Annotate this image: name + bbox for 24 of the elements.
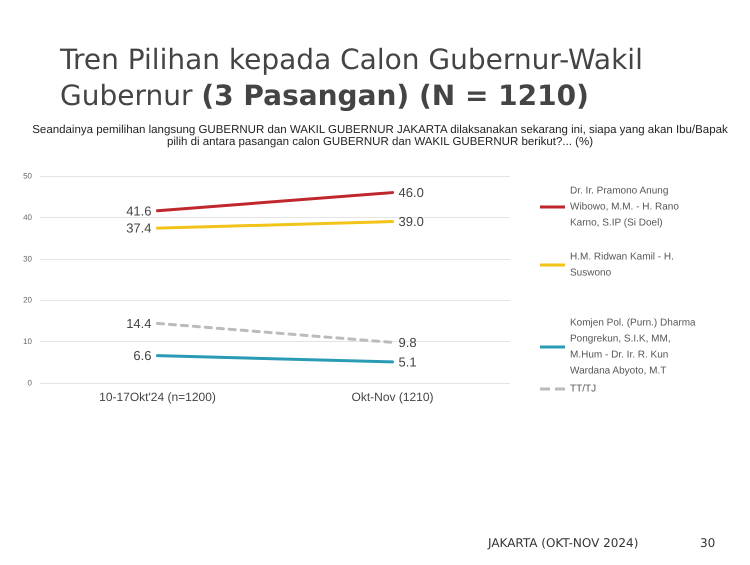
y-tick-label: 40 [23, 212, 33, 222]
data-label: 37.4 [126, 220, 152, 236]
data-label: 6.6 [133, 348, 152, 364]
data-label: 9.8 [398, 334, 417, 350]
text: 30 [700, 536, 716, 550]
data-label: 41.6 [126, 203, 152, 218]
chart-title: Tren Pilihan kepada Calon Gubernur-Wakil Gubernur (3 Pasangan) (N = 1210) [60, 42, 644, 114]
y-tick-label: 20 [23, 296, 33, 305]
x-tick-label: Okt-Nov (1210) [351, 390, 434, 404]
text: JAKARTA (OKT-NOV 2024) [488, 536, 638, 550]
legend-label: Dr. Ir. Pramono Anung Wibowo, M.M. - H. Rano Karno, S.IP (Si Doel) [570, 186, 682, 228]
legend-label: H.M. Ridwan Kamil - H. Suswono [570, 252, 677, 278]
data-label: 5.1 [398, 354, 417, 370]
y-tick-label: 0 [28, 378, 33, 388]
data-label: 39.0 [398, 214, 424, 230]
y-tick-label: 10 [23, 337, 33, 346]
x-tick-label: 10-17Okt'24 (n=1200) [99, 390, 216, 404]
legend-label: Komjen Pol. (Purn.) Dharma Pongrekun, S.I.K, MM, M.Hum - Dr. Ir. R. Kun Wardana Abyoto, M.T [570, 318, 698, 376]
y-tick-label: 30 [23, 254, 33, 264]
chart-subtitle: Seandainya pemilihan langsung GUBERNUR dan WAKIL GUBERNUR JAKARTA dilaksanakan sekarang ini, siapa yang akan Ibu/Bapak pilih di antara pasangan calon GUBERNUR dan WAKIL GUBERNUR berikut?... (%) [31, 124, 729, 148]
y-tick-label: 50 [23, 172, 33, 180]
data-label: 46.0 [398, 185, 424, 200]
legend-label: TT/TJ [570, 384, 596, 394]
data-label: 14.4 [126, 316, 152, 331]
